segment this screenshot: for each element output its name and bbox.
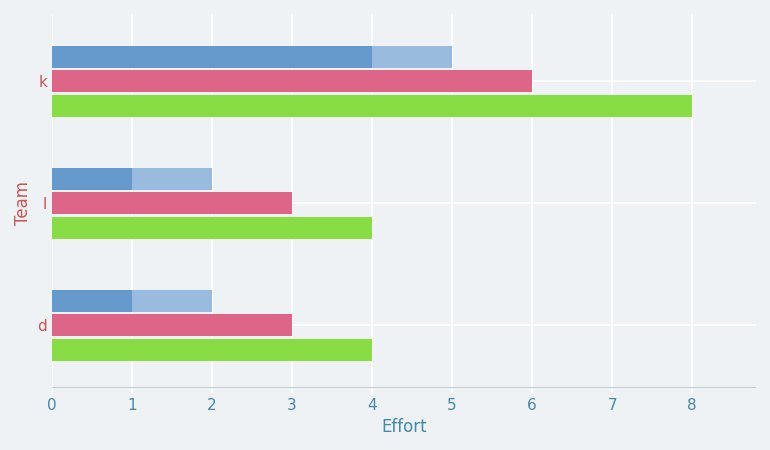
Bar <box>52 70 532 92</box>
Bar <box>132 168 212 190</box>
Bar <box>52 315 292 337</box>
Bar <box>52 290 132 312</box>
X-axis label: Effort: Effort <box>381 418 427 436</box>
Bar <box>52 192 292 214</box>
Bar <box>52 168 132 190</box>
Bar <box>372 45 452 68</box>
Y-axis label: Team: Team <box>14 181 32 225</box>
Bar <box>52 94 692 117</box>
Bar <box>52 217 372 239</box>
Bar <box>52 45 372 68</box>
Bar <box>52 339 372 361</box>
Bar <box>132 290 212 312</box>
